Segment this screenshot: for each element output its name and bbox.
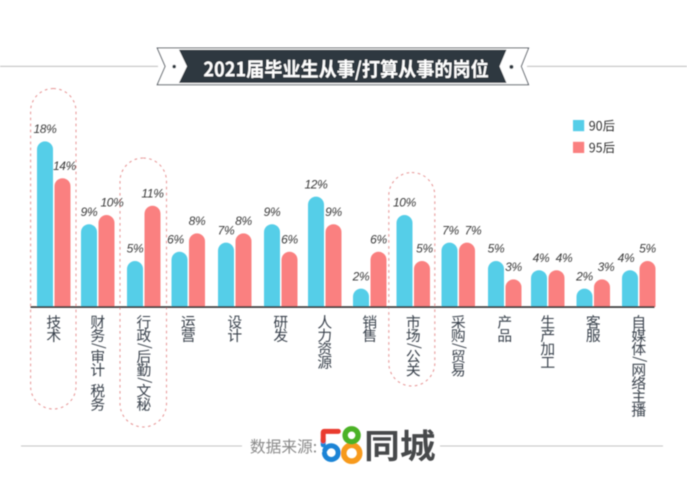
svg-text:4%: 4%: [556, 251, 573, 265]
svg-text:7%: 7%: [442, 223, 459, 237]
svg-text:3%: 3%: [598, 260, 615, 274]
svg-text:14%: 14%: [53, 159, 77, 173]
svg-text:5%: 5%: [639, 242, 656, 256]
svg-text:18%: 18%: [33, 122, 57, 136]
svg-text:5%: 5%: [127, 242, 144, 256]
svg-text:9%: 9%: [81, 205, 98, 219]
svg-text:7%: 7%: [218, 223, 235, 237]
svg-text:5%: 5%: [416, 242, 433, 256]
svg-text:4%: 4%: [533, 251, 550, 265]
svg-text:10%: 10%: [393, 196, 417, 210]
svg-text:5%: 5%: [488, 242, 505, 256]
svg-text:2%: 2%: [352, 269, 370, 283]
svg-text:8%: 8%: [189, 214, 206, 228]
svg-text:3%: 3%: [505, 260, 522, 274]
svg-text:6%: 6%: [281, 233, 298, 247]
svg-text:6%: 6%: [370, 233, 387, 247]
svg-text:6%: 6%: [167, 233, 184, 247]
svg-text:11%: 11%: [141, 187, 164, 201]
svg-text:2%: 2%: [575, 269, 593, 283]
svg-text:8%: 8%: [235, 214, 252, 228]
svg-text:9%: 9%: [325, 205, 342, 219]
svg-text:7%: 7%: [465, 223, 482, 237]
svg-text:9%: 9%: [264, 205, 281, 219]
svg-text:12%: 12%: [304, 177, 328, 191]
svg-text:10%: 10%: [100, 196, 124, 210]
svg-text:4%: 4%: [618, 251, 635, 265]
